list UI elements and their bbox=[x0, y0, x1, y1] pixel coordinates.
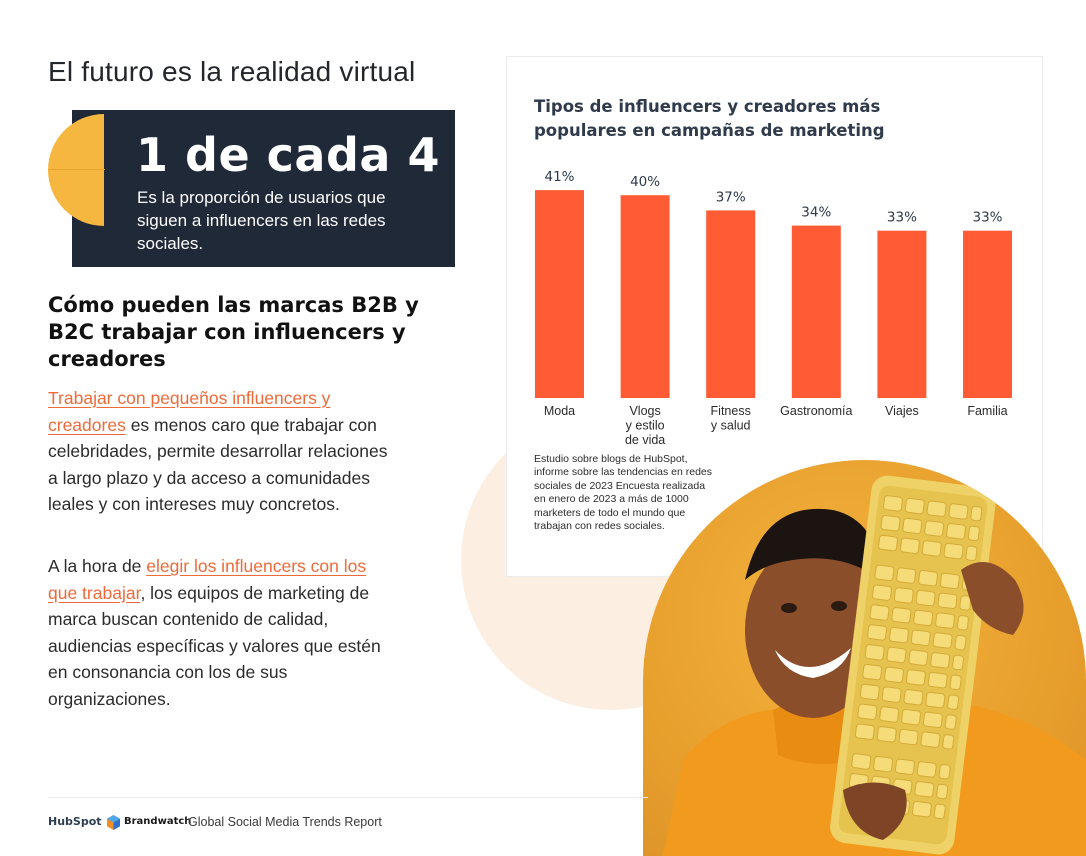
paragraph-choose-influencers: A la hora de elegir los influencers con … bbox=[48, 553, 398, 712]
stat-box bbox=[72, 110, 455, 267]
section-heading: Cómo pueden las marcas B2B y B2C trabaja… bbox=[48, 293, 419, 371]
category-label-5: Familia bbox=[967, 404, 1007, 418]
bar-2 bbox=[706, 210, 756, 398]
link-small-influencers[interactable]: Trabajar con pequeños influencers y crea… bbox=[48, 388, 331, 435]
value-label-1: 40% bbox=[630, 174, 660, 190]
person-with-keyboard-photo bbox=[643, 460, 1086, 856]
paragraph-text: , los equipos de marketing de marca busc… bbox=[48, 582, 381, 709]
stat-caption: Es la proporción de usuarios que siguen … bbox=[137, 188, 386, 253]
category-label-4: Viajes bbox=[885, 404, 919, 418]
bar-3 bbox=[791, 225, 841, 398]
paragraph-text: A la hora de bbox=[48, 556, 147, 576]
bar-4 bbox=[877, 230, 927, 398]
bar-chart: 41% Moda 40% Vlogs y estilo de vida 37% Fitness… bbox=[535, 169, 1012, 447]
report-name: Global Social Media Trends Report bbox=[188, 815, 382, 829]
bar-1 bbox=[620, 195, 670, 398]
link-choose-influencers[interactable]: elegir los influencers con los que traba… bbox=[48, 556, 367, 603]
category-label-1: Vlogs y estilo de vida bbox=[625, 404, 665, 447]
footer-divider bbox=[48, 797, 648, 798]
paragraph-text: es menos caro que trabajar con celebrida… bbox=[48, 414, 388, 515]
value-label-0: 41% bbox=[544, 169, 574, 185]
bar-0 bbox=[535, 190, 584, 398]
chart-source-note: Estudio sobre blogs de HubSpot, informe … bbox=[534, 453, 713, 533]
decoration-line bbox=[48, 169, 105, 170]
value-label-3: 34% bbox=[801, 205, 831, 221]
stat-headline: 1 de cada 4 bbox=[136, 128, 440, 182]
category-label-3: Gastronomía bbox=[780, 404, 852, 418]
brandwatch-icon bbox=[107, 815, 120, 830]
paragraph-small-influencers: Trabajar con pequeños influencers y crea… bbox=[48, 385, 398, 518]
value-label-4: 33% bbox=[887, 210, 917, 226]
hubspot-logo: HubSpot bbox=[48, 815, 102, 828]
category-label-0: Moda bbox=[544, 404, 575, 418]
chart-title: Tipos de influencers y creadores más pop… bbox=[534, 97, 885, 140]
value-label-5: 33% bbox=[972, 210, 1002, 226]
value-label-2: 37% bbox=[716, 189, 746, 205]
page-title: El futuro es la realidad virtual bbox=[48, 56, 416, 87]
bar-5 bbox=[963, 230, 1012, 398]
brandwatch-logo: Brandwatch bbox=[124, 816, 192, 827]
category-label-2: Fitness y salud bbox=[711, 404, 751, 433]
